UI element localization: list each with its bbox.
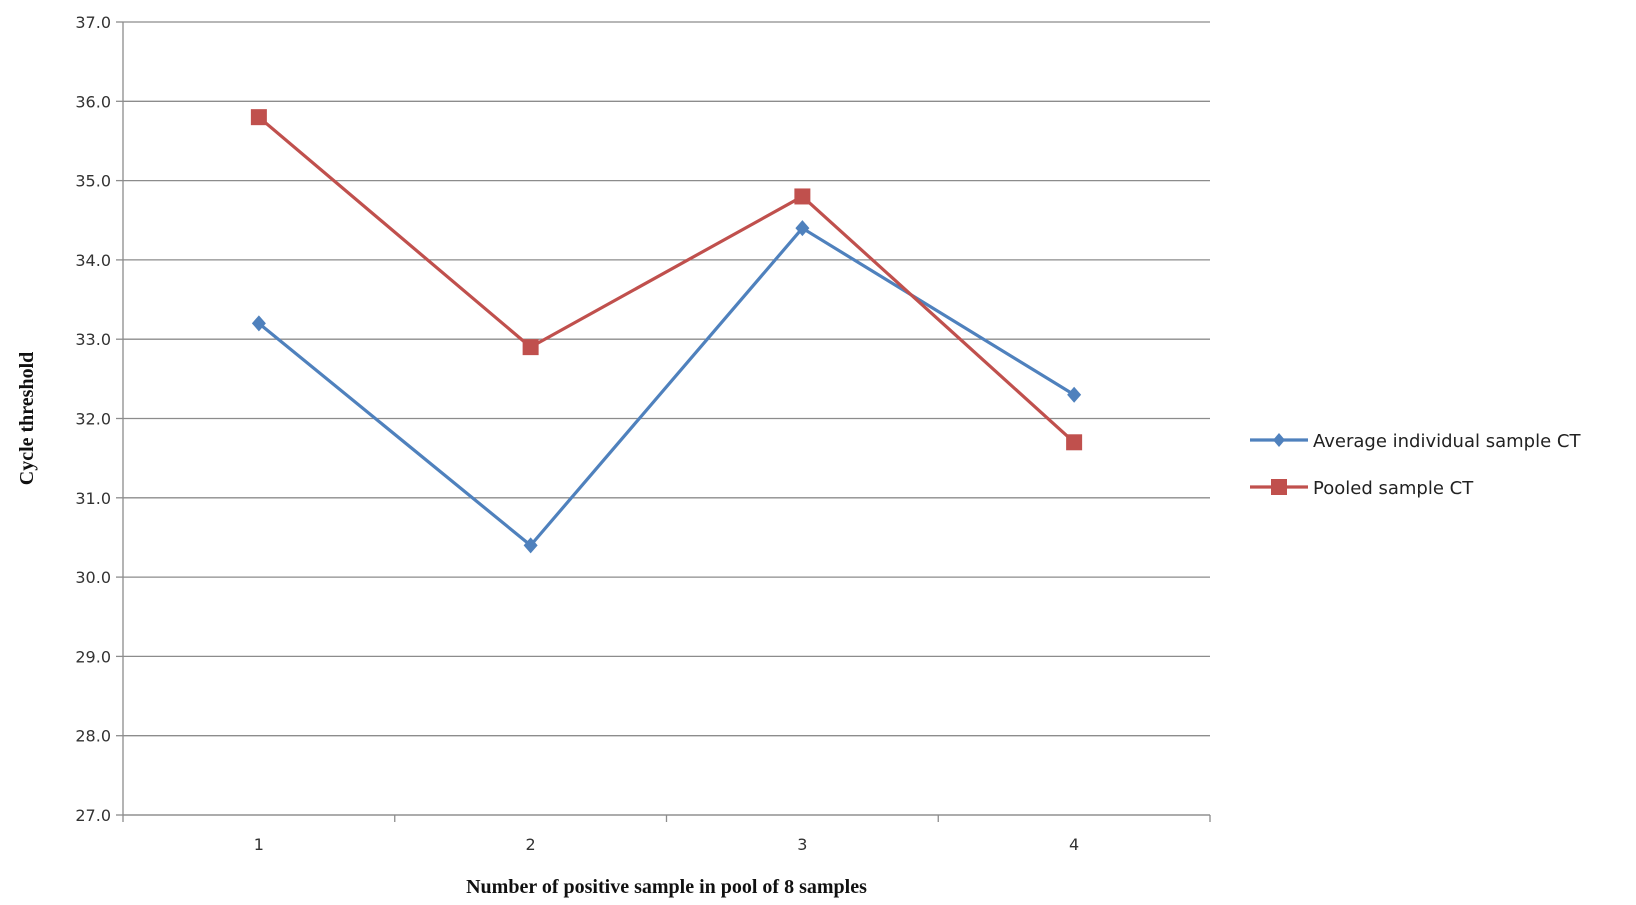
data-point-diamond	[251, 315, 266, 332]
y-tick-label: 37.0	[75, 13, 111, 32]
axes	[122, 22, 1211, 822]
y-tick-label: 33.0	[75, 330, 111, 349]
x-tick-labels: 1 2 3 4	[254, 835, 1079, 854]
y-tick-label: 34.0	[75, 251, 111, 270]
y-tick-label: 36.0	[75, 92, 111, 111]
y-tick-label: 30.0	[75, 568, 111, 587]
y-tick-label: 32.0	[75, 410, 111, 429]
data-point-square	[1066, 434, 1083, 451]
data-point-diamond	[1067, 386, 1082, 403]
y-tick-labels: 27.0 28.0 29.0 30.0 31.0 32.0 33.0 34.0 35.0 36.0…	[75, 13, 111, 825]
x-tick-label: 3	[797, 835, 807, 854]
y-tick-label: 27.0	[75, 806, 111, 825]
x-tick-label: 1	[254, 835, 264, 854]
y-tick-label: 35.0	[75, 172, 111, 191]
legend-marker-square	[1271, 479, 1287, 495]
data-point-square	[522, 339, 539, 356]
gridlines	[116, 21, 1210, 816]
y-tick-label: 31.0	[75, 489, 111, 508]
data-point-square	[794, 188, 811, 205]
legend: Average individual sample CT Pooled sampl…	[1250, 431, 1581, 499]
legend-label: Average individual sample CT	[1313, 431, 1581, 452]
x-tick-label: 2	[526, 835, 536, 854]
y-axis-title: Cycle threshold	[16, 352, 38, 486]
data-point-square	[250, 109, 267, 126]
legend-label: Pooled sample CT	[1313, 478, 1474, 499]
data-point-diamond	[795, 220, 810, 237]
y-tick-label: 29.0	[75, 647, 111, 666]
x-axis-title: Number of positive sample in pool of 8 s…	[466, 876, 867, 898]
series-group	[250, 109, 1083, 554]
x-tick-label: 4	[1069, 835, 1079, 854]
series-line-1	[257, 226, 1075, 547]
data-point-diamond	[523, 537, 538, 554]
y-tick-label: 28.0	[75, 727, 111, 746]
series-line-2	[257, 115, 1076, 444]
legend-marker-diamond	[1273, 433, 1285, 447]
